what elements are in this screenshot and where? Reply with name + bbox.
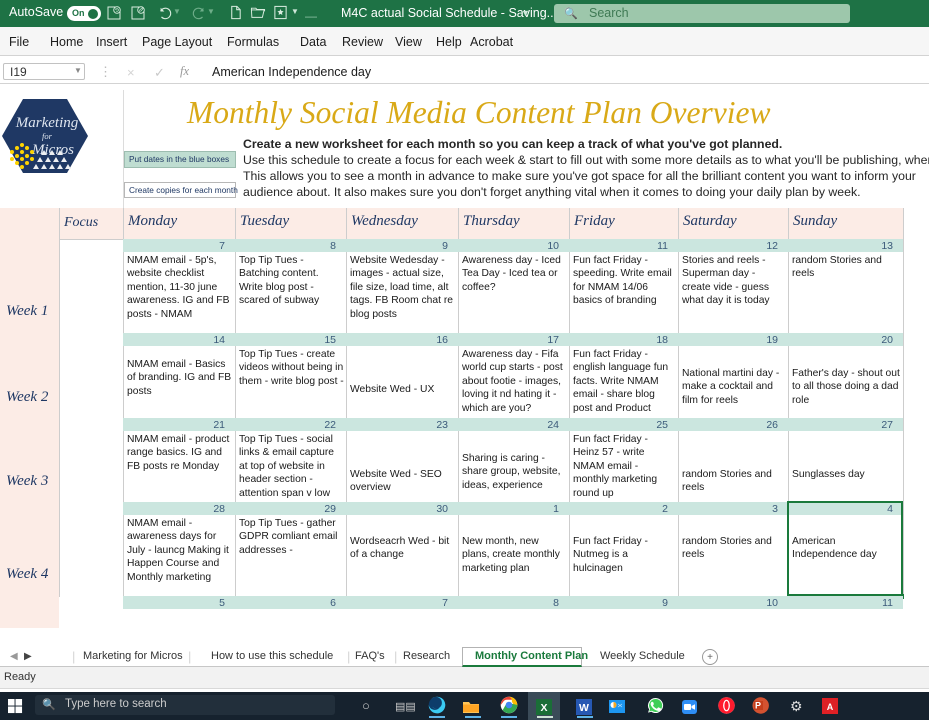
svg-text:for: for xyxy=(42,131,53,141)
svg-text:X: X xyxy=(540,702,547,714)
svg-text:Micros: Micros xyxy=(31,142,74,158)
svg-text:P: P xyxy=(755,701,761,711)
svg-text:W: W xyxy=(579,702,589,714)
svg-text:Marketing: Marketing xyxy=(15,115,79,131)
svg-text:A: A xyxy=(827,702,834,712)
